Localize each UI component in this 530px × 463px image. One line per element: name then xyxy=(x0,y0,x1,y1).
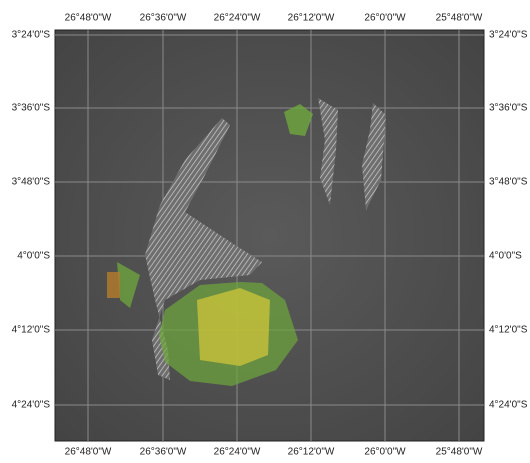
longitude-label: 26°24'0"W xyxy=(214,13,261,24)
longitude-label: 26°36'0"W xyxy=(140,447,187,458)
latitude-label: 3°48'0"S xyxy=(489,177,528,188)
map-figure: 26°48'0"W 26°36'0"W 26°24'0"W 26°12'0"W 26°0… xyxy=(0,0,530,463)
latitude-label: 4°12'0"S xyxy=(489,325,528,336)
latitude-label: 3°24'0"S xyxy=(12,30,51,41)
latitude-label: 4°0'0"S xyxy=(17,251,50,262)
latitude-label: 4°24'0"S xyxy=(489,400,528,411)
longitude-label: 26°48'0"W xyxy=(65,447,112,458)
latitude-label: 4°0'0"S xyxy=(489,251,522,262)
longitude-label: 26°48'0"W xyxy=(65,13,112,24)
orange-area xyxy=(107,272,120,298)
map-background xyxy=(55,30,484,441)
longitude-label: 25°48'0"W xyxy=(436,447,483,458)
latitude-label: 3°48'0"S xyxy=(12,177,51,188)
longitude-label: 25°48'0"W xyxy=(436,13,483,24)
longitude-label: 26°12'0"W xyxy=(288,13,335,24)
longitude-label: 26°0'0"W xyxy=(364,447,406,458)
latitude-label: 4°24'0"S xyxy=(12,400,51,411)
latitude-label: 3°24'0"S xyxy=(489,30,528,41)
yellow-area xyxy=(197,288,270,366)
latitude-label: 4°12'0"S xyxy=(12,325,51,336)
longitude-label: 26°36'0"W xyxy=(140,13,187,24)
longitude-label: 26°12'0"W xyxy=(288,447,335,458)
latitude-label: 3°36'0"S xyxy=(12,103,51,114)
longitude-label: 26°0'0"W xyxy=(364,13,406,24)
longitude-label: 26°24'0"W xyxy=(214,447,261,458)
latitude-label: 3°36'0"S xyxy=(489,103,528,114)
